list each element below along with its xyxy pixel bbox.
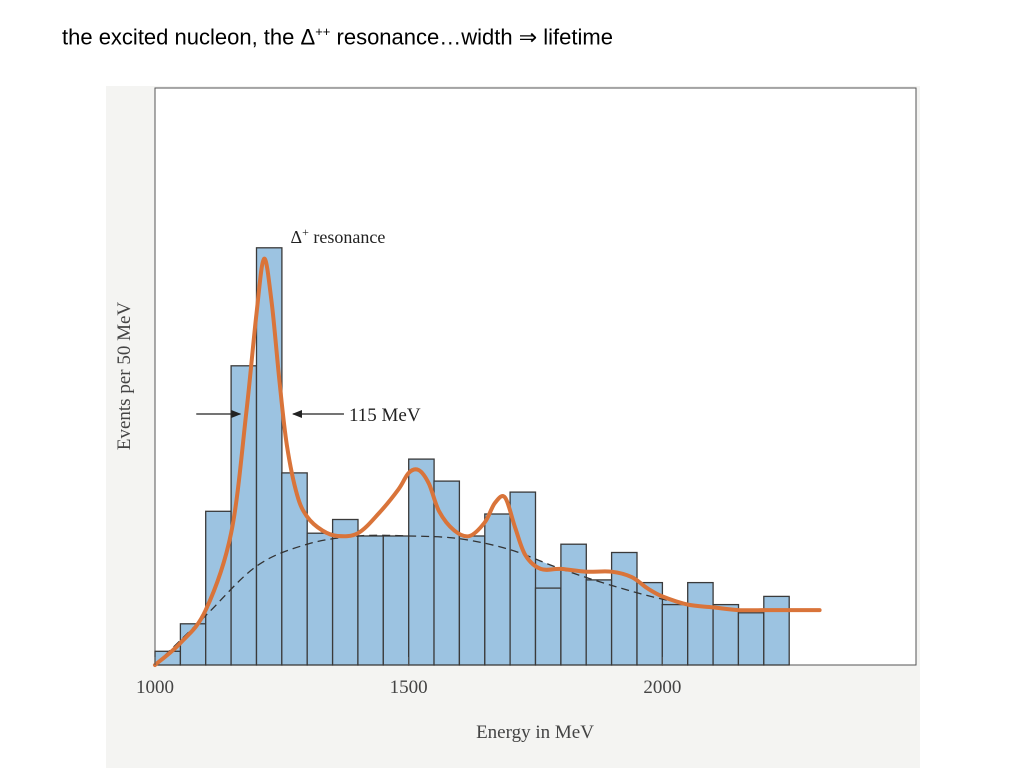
x-tick-label: 2000 (643, 677, 681, 698)
width-label: 115 MeV (349, 405, 421, 426)
histogram-bar (687, 581, 714, 666)
slide-title-rest: resonance…width ⇒ lifetime (330, 24, 613, 50)
histogram-bar (458, 535, 486, 666)
histogram-bar (484, 513, 511, 666)
histogram-bar (560, 543, 587, 666)
slide-title: the excited nucleon, the Δ++ resonance…w… (62, 24, 613, 50)
histogram-bar (610, 551, 638, 666)
histogram-bar (255, 247, 283, 666)
histogram-bar (585, 579, 613, 666)
resonance-symbol: Δ (291, 227, 303, 247)
histogram-bar (408, 458, 435, 666)
histogram-bar (357, 535, 384, 666)
x-axis-label: Energy in MeV (476, 722, 594, 743)
histogram-bar (737, 612, 765, 666)
slide-title-main: the excited nucleon, the Δ (62, 24, 316, 50)
x-tick-label: 1500 (390, 677, 428, 698)
histogram-bar (661, 603, 689, 666)
histogram-bar (205, 510, 232, 666)
resonance-superscript: + (302, 225, 309, 239)
y-axis-label: Events per 50 MeV (114, 302, 135, 451)
histogram-bar (306, 532, 334, 666)
histogram-bar (712, 603, 740, 666)
x-tick-label: 1000 (136, 677, 174, 698)
histogram-bar (763, 595, 790, 666)
histogram-bar (534, 587, 562, 666)
histogram-bar (331, 518, 359, 666)
histogram-bar (281, 472, 308, 666)
fit-curve-line (153, 256, 822, 667)
resonance-text: resonance (309, 227, 385, 247)
resonance-annotation: Δ+ resonance (291, 225, 386, 247)
slide-title-superscript: ++ (315, 24, 331, 39)
background-dashed-curve (154, 534, 820, 666)
histogram-bar (382, 535, 410, 666)
